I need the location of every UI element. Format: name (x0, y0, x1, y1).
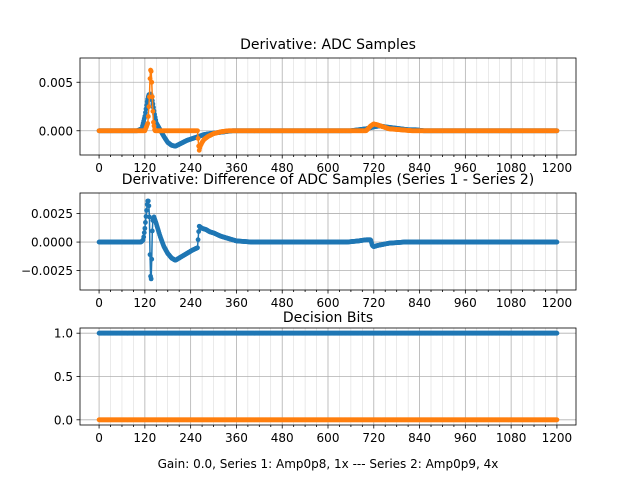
x-tick-label: 1200 (542, 431, 573, 445)
data-point (141, 230, 147, 236)
chart-panel-2: Derivative: Difference of ADC Samples (S… (21, 172, 577, 310)
x-tick-label: 840 (408, 161, 431, 175)
x-tick-label: 1200 (542, 161, 573, 175)
chart-title: Derivative: Difference of ADC Samples (S… (122, 172, 534, 188)
data-point (143, 110, 148, 115)
x-tick-label: 240 (179, 296, 202, 310)
y-tick-label: 0.000 (39, 124, 73, 138)
x-tick-label: 720 (362, 431, 385, 445)
data-point (150, 108, 156, 114)
y-tick-label: 0.0000 (31, 236, 73, 250)
data-point (142, 113, 148, 119)
data-point (145, 114, 151, 119)
x-tick-label: 480 (271, 161, 294, 175)
y-tick-label: −0.0025 (21, 264, 73, 278)
x-tick-label: 120 (133, 161, 156, 175)
plot-area: 0 120 240 360 480 600 720 840 960 1080 1200 −0.0025… (21, 192, 577, 310)
x-tick-label: 840 (408, 431, 431, 445)
y-tick-label: 0.5 (54, 370, 73, 384)
x-tick-label: 240 (179, 431, 202, 445)
data-point (554, 417, 560, 423)
x-tick-label: 120 (133, 296, 156, 310)
x-tick-label: 120 (133, 431, 156, 445)
x-tick-label: 960 (454, 296, 477, 310)
series-group (96, 67, 560, 153)
x-tick-label: 480 (271, 296, 294, 310)
series-group (96, 330, 560, 423)
data-point (141, 234, 147, 240)
axes-frame (79, 327, 577, 426)
data-point (149, 94, 155, 100)
data-point (148, 68, 154, 74)
series-markers (96, 198, 560, 282)
data-point (146, 203, 152, 209)
y-tick-label: 0.005 (39, 76, 73, 90)
series-markers (96, 67, 560, 153)
x-tick-label: 360 (225, 296, 248, 310)
data-point (554, 239, 560, 245)
x-tick-label: 480 (271, 431, 294, 445)
series-group (96, 198, 560, 282)
chart-title: Derivative: ADC Samples (240, 37, 416, 53)
data-point (195, 128, 200, 134)
x-tick-label: 600 (317, 296, 340, 310)
y-tick-label: 0.0 (54, 413, 73, 427)
y-tick-label: 0.0025 (31, 207, 73, 221)
data-point (142, 225, 148, 231)
data-point (151, 123, 157, 129)
y-tick-label: 1.0 (54, 327, 73, 341)
x-axis-label: Gain: 0.0, Series 1: Amp0p8, 1x --- Seri… (158, 457, 499, 471)
data-point (149, 228, 155, 234)
x-tick-label: 1200 (542, 296, 573, 310)
x-tick-label: 1080 (496, 296, 527, 310)
x-tick-label: 360 (225, 431, 248, 445)
x-tick-label: 600 (317, 431, 340, 445)
data-point (145, 198, 151, 204)
data-point (144, 208, 149, 213)
data-point (151, 119, 156, 125)
x-tick-label: 600 (317, 161, 340, 175)
data-point (147, 76, 153, 82)
series-markers (96, 417, 560, 423)
x-tick-label: 240 (179, 161, 202, 175)
plot-area: 0 120 240 360 480 600 720 840 960 1080 1200 0.0 0.5 1… (54, 327, 577, 445)
data-point (149, 256, 155, 262)
x-tick-label: 1080 (496, 161, 527, 175)
x-tick-label: 960 (454, 161, 477, 175)
x-tick-label: 960 (454, 431, 477, 445)
data-point (149, 79, 155, 85)
data-point (148, 276, 154, 282)
series-markers (96, 330, 560, 336)
data-point (146, 104, 152, 110)
x-tick-label: 720 (362, 161, 385, 175)
data-point (143, 219, 148, 225)
x-tick-label: 840 (408, 296, 431, 310)
data-point (195, 245, 200, 251)
chart-title: Decision Bits (283, 310, 373, 326)
data-point (145, 121, 151, 126)
axes-frame (79, 57, 577, 156)
x-tick-label: 360 (225, 161, 248, 175)
axes-frame (79, 192, 577, 291)
x-tick-label: 0 (95, 161, 103, 175)
data-point (195, 237, 201, 243)
data-point (195, 135, 201, 141)
data-point (554, 128, 560, 134)
data-point (554, 330, 560, 336)
plot-area: 0 120 240 360 480 600 720 840 960 1080 1200 0.000 0.… (39, 57, 577, 175)
chart-panel-1: Derivative: ADC Samples 0 120 240 360 480 600… (39, 37, 577, 175)
x-tick-label: 0 (95, 431, 103, 445)
data-point (147, 252, 153, 258)
data-point (196, 229, 202, 234)
x-tick-label: 1080 (496, 431, 527, 445)
chart-panel-3: Decision Bits Gain: 0.0, Series 1: Amp0p… (54, 310, 577, 471)
data-point (147, 214, 152, 220)
x-tick-label: 720 (362, 296, 385, 310)
x-tick-label: 0 (95, 296, 103, 310)
